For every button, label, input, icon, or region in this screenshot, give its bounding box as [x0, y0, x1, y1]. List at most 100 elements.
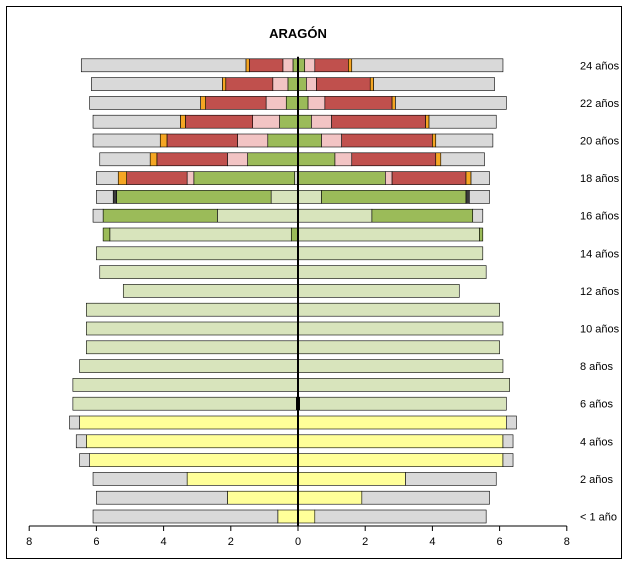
bar-segment-left [285, 96, 299, 110]
bar-segment-left [92, 208, 104, 223]
bar-segment-left [86, 321, 299, 336]
bar-segment-right [348, 58, 353, 73]
bar-segment-right [297, 190, 322, 204]
bar-segment-left [92, 114, 181, 129]
bar-segment-right [506, 415, 517, 430]
bar-segment-right [385, 171, 393, 185]
category-label: 24 años [580, 60, 620, 72]
bar-segment-left [109, 227, 292, 242]
bars-group [69, 56, 517, 526]
bar-segment-right [297, 133, 322, 148]
category-label: 16 años [580, 211, 620, 223]
bar-segment-right [306, 77, 317, 91]
bar-segment-left [99, 152, 151, 167]
bar-segment-right [465, 171, 472, 185]
bar-segment-right [297, 152, 336, 167]
bar-segment-right [297, 434, 504, 449]
bar-segment-right [314, 509, 487, 524]
x-tick-label: 6 [497, 536, 503, 548]
bar-segment-left [282, 58, 294, 73]
bar-segment-right [321, 133, 342, 148]
bar-segment-left [245, 58, 250, 73]
bar-segment-left [237, 133, 269, 148]
bar-segment-left [166, 133, 238, 148]
bar-segment-left [149, 152, 158, 167]
bar-segment-left [227, 152, 248, 167]
bar-segment-left [270, 190, 299, 204]
bar-segment-right [297, 509, 316, 524]
bar-segment-left [75, 434, 87, 449]
bar-segment-left [102, 208, 218, 223]
bar-segment-left [86, 434, 299, 449]
bar-segment-right [395, 96, 507, 110]
category-label: 8 años [580, 361, 614, 373]
bar-segment-right [373, 77, 495, 91]
bar-segment-left [79, 359, 299, 373]
category-label: 20 años [580, 136, 620, 148]
bar-segment-left [252, 114, 280, 129]
bar-segment-right [334, 152, 353, 167]
bar-segment-left [290, 227, 299, 242]
bar-segment-left [200, 96, 206, 110]
x-axis: 8 6 4 2 0 2 4 6 8 [26, 525, 570, 548]
bar-segment-left [80, 58, 247, 73]
category-label: 12 años [580, 286, 620, 298]
bar-segment-left [277, 509, 299, 524]
bar-segment-right [297, 96, 309, 110]
category-label: 14 años [580, 248, 620, 260]
bar-segment-left [193, 171, 295, 185]
bar-segment-right [297, 58, 306, 73]
bar-segment-right [297, 114, 312, 129]
bar-segment-right [435, 133, 494, 148]
bar-segment-left [92, 133, 161, 148]
bar-segment-left [287, 77, 299, 91]
bar-segment-left [92, 509, 279, 524]
bar-segment-right [469, 190, 490, 204]
bar-segment-left [248, 58, 284, 73]
bar-segment-left [91, 77, 223, 91]
bar-segment-left [205, 96, 267, 110]
bar-segment-left [180, 114, 186, 129]
bar-segment-right [351, 152, 437, 167]
bar-segment-left [96, 190, 114, 204]
bar-segment-left [79, 415, 299, 430]
bar-segment-right [311, 114, 332, 129]
bar-segment-left [186, 472, 299, 486]
bar-segment-right [297, 490, 363, 505]
bar-segment-right [502, 434, 514, 449]
bar-segment-left [69, 415, 80, 430]
bar-segment-left [122, 284, 299, 298]
x-tick-label: 0 [295, 536, 301, 548]
bar-segment-left [96, 246, 299, 261]
bar-segment-right [297, 359, 504, 373]
category-labels: < 1 año 2 años 4 años 6 años 8 años 10 años 12… [580, 60, 620, 523]
bar-segment-right [297, 453, 504, 467]
bar-segment-left [96, 171, 119, 185]
bar-segment-left [185, 114, 253, 129]
x-tick-label: 8 [564, 536, 570, 548]
bar-segment-right [432, 133, 437, 148]
bar-segment-left [247, 152, 299, 167]
bar-segment-left [102, 227, 111, 242]
bar-segment-left [89, 96, 201, 110]
bar-segment-right [297, 284, 460, 298]
chart-title: ARAGÓN [269, 26, 327, 41]
category-label: < 1 año [580, 512, 617, 524]
bar-segment-left [86, 340, 299, 355]
bar-segment-left [156, 152, 228, 167]
bar-segment-right [502, 453, 514, 467]
bar-segment-left [72, 378, 299, 392]
x-tick-label: 8 [26, 536, 32, 548]
bar-segment-right [297, 415, 507, 430]
bar-segment-right [321, 190, 467, 204]
bar-segment-right [297, 265, 487, 279]
bar-segment-left [227, 490, 299, 505]
bar-segment-right [331, 114, 426, 129]
bar-segment-right [297, 302, 500, 317]
x-tick-label: 2 [362, 536, 368, 548]
bar-segment-right [304, 58, 316, 73]
bar-segment-right [405, 472, 497, 486]
bar-segment-right [369, 77, 374, 91]
bar-segment-left [117, 171, 127, 185]
